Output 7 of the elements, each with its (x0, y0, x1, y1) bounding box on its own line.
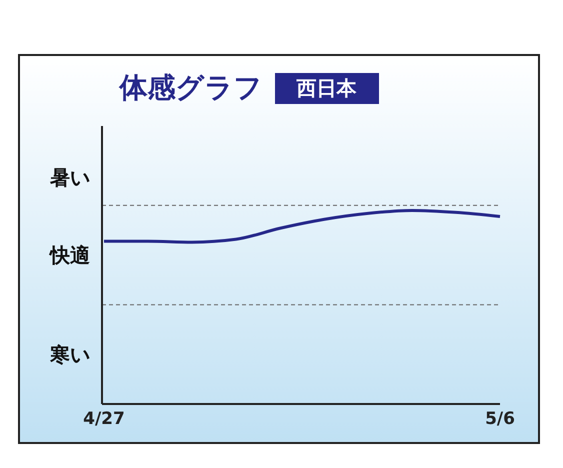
x-tick-label: 4/27 (83, 409, 125, 430)
chart-title: 体感グラフ (120, 70, 262, 106)
chart-subtitle: 西日本 (274, 72, 378, 104)
text: 暑い (49, 166, 90, 190)
text: 寒い (49, 342, 90, 366)
text: 快適 (48, 243, 90, 268)
x-tick-label: 5/6 (485, 409, 515, 430)
